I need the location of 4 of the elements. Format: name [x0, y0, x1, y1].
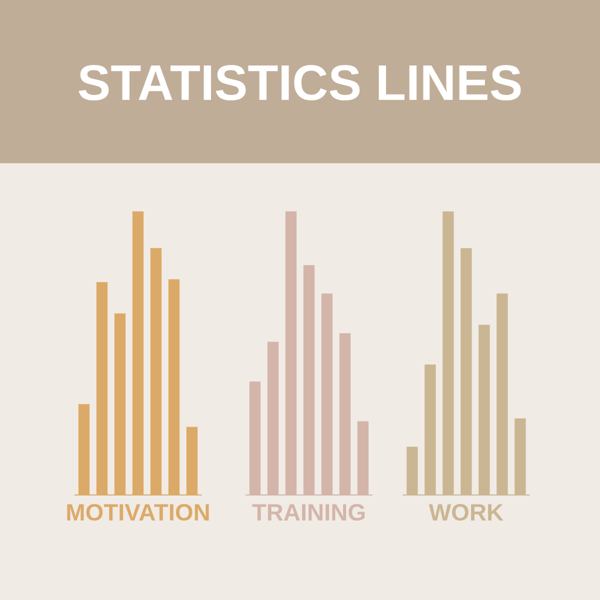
x-axis-title: WORK — [428, 504, 504, 521]
x-axis-title: TRAINING — [252, 504, 365, 521]
chart-title: STATISTICS LINES — [78, 65, 521, 100]
x-axis-title: MOTIVATION — [67, 504, 209, 521]
